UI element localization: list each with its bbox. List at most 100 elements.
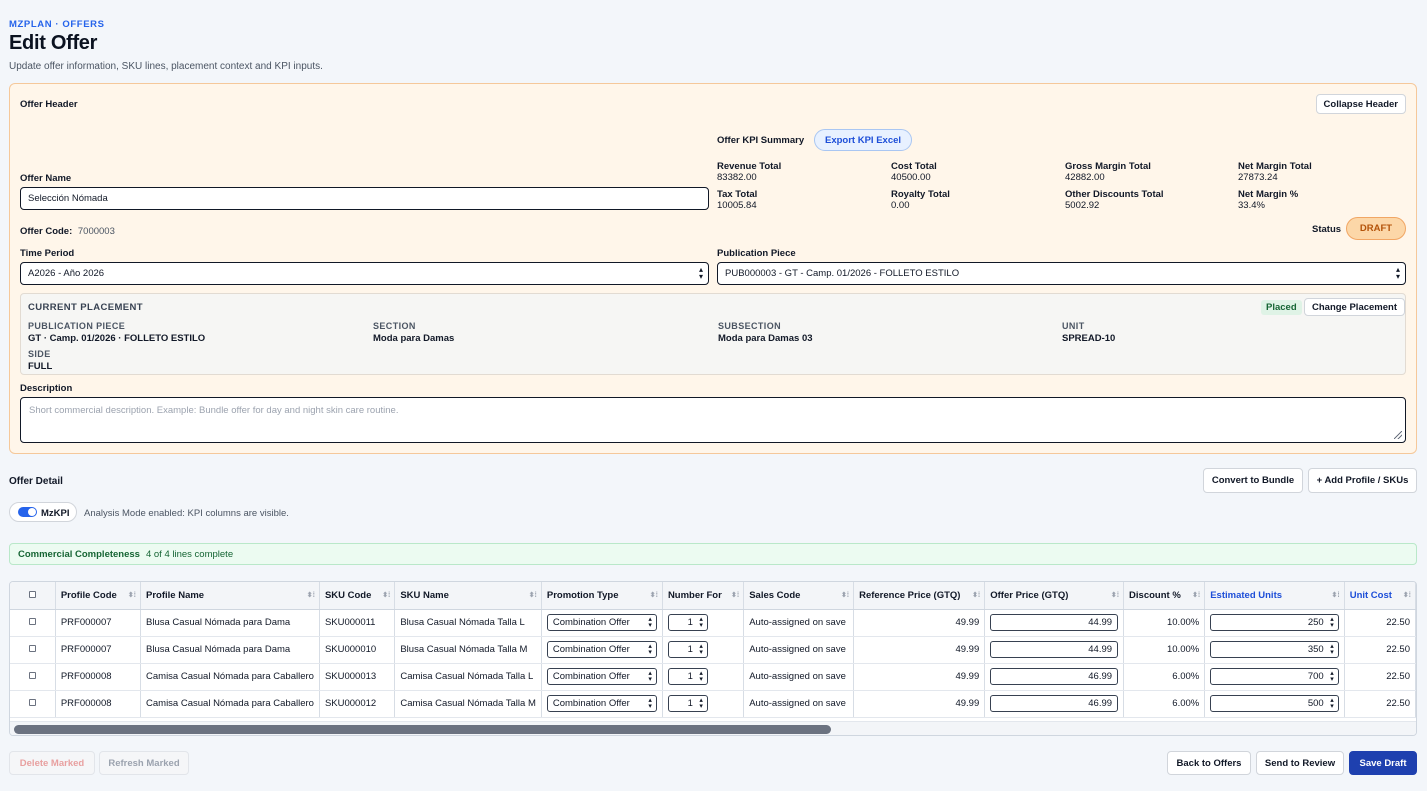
send-to-review-button[interactable]: Send to Review (1256, 751, 1344, 775)
row-checkbox[interactable] (28, 645, 36, 652)
stepper-arrows-icon[interactable]: ▴ ▾ (1330, 670, 1334, 683)
number-for-stepper[interactable]: 1 ▴ ▾ (667, 695, 708, 712)
mzkpi-toggle[interactable]: MzKPI (9, 502, 77, 522)
collapse-header-button[interactable]: Collapse Header (1315, 94, 1406, 114)
cell-sku-name: Camisa Casual Nómada Talla L (394, 663, 542, 691)
sort-icon[interactable]: ⬍ ⁞ (528, 592, 537, 599)
scrollbar-thumb[interactable] (14, 725, 831, 734)
stepper-arrows-icon[interactable]: ▴ ▾ (1330, 616, 1334, 629)
refresh-marked-button[interactable]: Refresh Marked (99, 751, 189, 775)
kpi-value-cost-total: 40500.00 (891, 172, 931, 183)
row-checkbox-cell[interactable] (10, 609, 56, 637)
stepper-arrows-icon[interactable]: ▴ ▾ (699, 643, 703, 656)
kpi-label-tax-total: Tax Total (717, 189, 758, 200)
sort-icon[interactable]: ⬍ ⁞ (1331, 592, 1340, 599)
promotion-type-select[interactable]: Combination Offer ▴ ▾ (546, 695, 657, 712)
kpi-value-revenue-total: 83382.00 (717, 172, 757, 183)
sort-icon[interactable]: ⬍ ⁞ (306, 592, 315, 599)
estimated-units-stepper[interactable]: 350 ▴ ▾ (1210, 641, 1339, 658)
column-header-sales-code[interactable]: Sales Code ⬍ ⁞ (743, 582, 855, 610)
row-checkbox-cell[interactable] (10, 690, 56, 718)
sort-icon[interactable]: ⬍ ⁞ (127, 592, 136, 599)
row-checkbox-cell[interactable] (10, 663, 56, 691)
description-textarea[interactable]: Short commercial description. Example: B… (20, 397, 1406, 443)
cell-sku-code: SKU000011 (319, 609, 396, 637)
sort-icon[interactable]: ⬍ ⁞ (972, 592, 980, 599)
publication-piece-select[interactable]: PUB000003 - GT - Camp. 01/2026 - FOLLETO… (717, 262, 1406, 285)
cell-sku-name: Camisa Casual Nómada Talla M (394, 690, 542, 718)
stepper-arrows-icon[interactable]: ▴ ▾ (1330, 643, 1334, 656)
cell-sku-code: SKU000010 (319, 636, 396, 664)
column-header-sku-name[interactable]: SKU Name ⬍ ⁞ (394, 582, 542, 610)
estimated-units-stepper[interactable]: 500 ▴ ▾ (1210, 695, 1339, 712)
change-placement-button[interactable]: Change Placement (1304, 298, 1405, 316)
offer-name-input[interactable]: Selección Nómada (20, 187, 709, 210)
stepper-arrows-icon[interactable]: ▴ ▾ (699, 616, 703, 629)
export-kpi-excel-button[interactable]: Export KPI Excel (814, 129, 913, 151)
column-header-promotion-type[interactable]: Promotion Type ⬍ ⁞ (541, 582, 663, 610)
select-all-checkbox[interactable] (28, 590, 36, 598)
row-checkbox[interactable] (28, 672, 36, 679)
select-all-checkbox-cell[interactable] (10, 582, 56, 610)
column-header-offer-price[interactable]: Offer Price (GTQ) ⬍ ⁞ (984, 582, 1125, 610)
save-draft-button[interactable]: Save Draft (1349, 751, 1417, 775)
sort-icon[interactable]: ⬍ ⁞ (382, 592, 390, 599)
select-arrows-icon: ▴ ▾ (648, 670, 652, 683)
column-header-sku-code[interactable]: SKU Code ⬍ ⁞ (319, 582, 396, 610)
column-header-reference-price[interactable]: Reference Price (GTQ) ⬍ ⁞ (853, 582, 986, 610)
cell-profile-name: Camisa Casual Nómada para Caballero (140, 690, 320, 718)
stepper-arrows-icon[interactable]: ▴ ▾ (699, 670, 703, 683)
promotion-type-select[interactable]: Combination Offer ▴ ▾ (546, 614, 657, 631)
description-placeholder: Short commercial description. Example: B… (29, 405, 399, 416)
estimated-units-stepper[interactable]: 250 ▴ ▾ (1210, 614, 1339, 631)
resize-grip-icon[interactable] (1394, 431, 1402, 439)
number-for-stepper[interactable]: 1 ▴ ▾ (667, 668, 708, 685)
horizontal-scrollbar[interactable] (10, 721, 1416, 735)
estimated-units-stepper[interactable]: 700 ▴ ▾ (1210, 668, 1339, 685)
column-header-discount[interactable]: Discount % ⬍ ⁞ (1123, 582, 1206, 610)
page-title: Edit Offer (9, 32, 98, 54)
row-checkbox[interactable] (28, 699, 36, 706)
delete-marked-button[interactable]: Delete Marked (9, 751, 95, 775)
column-header-unit-cost[interactable]: Unit Cost ⬍ ⁞ (1344, 582, 1416, 610)
column-header-profile-code[interactable]: Profile Code ⬍ ⁞ (55, 582, 142, 610)
column-header-number-for[interactable]: Number For ⬍ ⁞ (662, 582, 745, 610)
table-header-row: Profile Code ⬍ ⁞ Profile Name ⬍ ⁞ SKU Code… (10, 582, 1416, 610)
number-for-stepper[interactable]: 1 ▴ ▾ (667, 614, 708, 631)
convert-to-bundle-button[interactable]: Convert to Bundle (1203, 468, 1303, 493)
column-header-estimated-units[interactable]: Estimated Units ⬍ ⁞ (1204, 582, 1345, 610)
offer-price-input[interactable]: 46.99 (990, 695, 1119, 712)
offer-price-input[interactable]: 44.99 (990, 641, 1119, 658)
kpi-value-other-discounts-total: 5002.92 (1065, 200, 1100, 211)
sort-icon[interactable]: ⬍ ⁞ (1110, 592, 1119, 599)
sort-icon[interactable]: ⬍ ⁞ (1402, 592, 1411, 599)
cell-promotion-type: Combination Offer ▴ ▾ (541, 690, 663, 718)
cell-offer-price: 44.99 (984, 609, 1125, 637)
row-checkbox[interactable] (28, 618, 36, 625)
cell-discount: 6.00% (1123, 690, 1206, 718)
promotion-type-select[interactable]: Combination Offer ▴ ▾ (546, 668, 657, 685)
promotion-type-select[interactable]: Combination Offer ▴ ▾ (546, 641, 657, 658)
offer-code-label: Offer Code: 7000003 (20, 226, 115, 237)
stepper-arrows-icon[interactable]: ▴ ▾ (1330, 697, 1334, 710)
cell-profile-name: Camisa Casual Nómada para Caballero (140, 663, 320, 691)
cell-number-for: 1 ▴ ▾ (662, 690, 745, 718)
time-period-select[interactable]: A2026 - Año 2026 ▴ ▾ (20, 262, 709, 285)
sort-icon[interactable]: ⬍ ⁞ (840, 592, 849, 599)
row-checkbox-cell[interactable] (10, 636, 56, 664)
cell-offer-price: 46.99 (984, 663, 1125, 691)
cell-profile-name: Blusa Casual Nómada para Dama (140, 636, 320, 664)
select-arrows-icon: ▴ ▾ (1395, 265, 1400, 281)
offer-price-input[interactable]: 46.99 (990, 668, 1119, 685)
offer-price-input[interactable]: 44.99 (990, 614, 1119, 631)
sort-icon[interactable]: ⬍ ⁞ (1192, 592, 1200, 599)
cell-profile-code: PRF000007 (55, 636, 142, 664)
number-for-stepper[interactable]: 1 ▴ ▾ (667, 641, 708, 658)
sort-icon[interactable]: ⬍ ⁞ (649, 592, 658, 599)
sort-icon[interactable]: ⬍ ⁞ (731, 592, 739, 599)
add-profile-skus-button[interactable]: + Add Profile / SKUs (1308, 468, 1417, 493)
column-header-profile-name[interactable]: Profile Name ⬍ ⁞ (140, 582, 320, 610)
stepper-arrows-icon[interactable]: ▴ ▾ (699, 697, 703, 710)
cell-discount: 10.00% (1123, 636, 1206, 664)
back-to-offers-button[interactable]: Back to Offers (1167, 751, 1251, 775)
